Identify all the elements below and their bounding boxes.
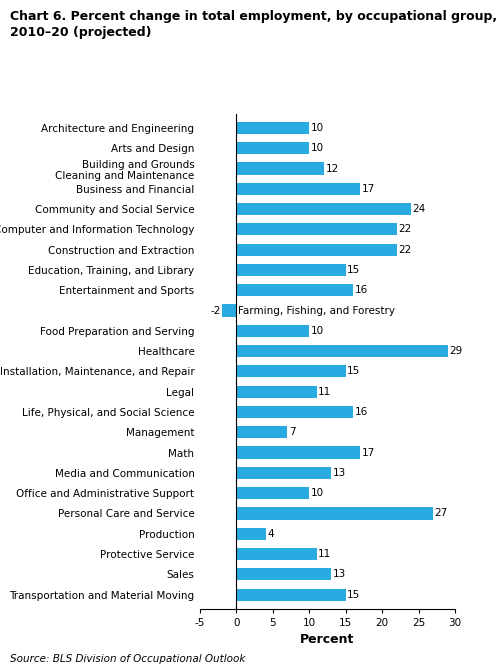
- Text: -2: -2: [210, 306, 220, 316]
- Text: 22: 22: [398, 224, 411, 234]
- Text: Chart 6. Percent change in total employment, by occupational group,
2010–20 (pro: Chart 6. Percent change in total employm…: [10, 10, 497, 39]
- Text: 11: 11: [318, 549, 332, 559]
- Text: 13: 13: [332, 569, 346, 579]
- Text: 16: 16: [354, 407, 368, 417]
- Text: 10: 10: [310, 488, 324, 498]
- Bar: [236, 163, 324, 175]
- Text: 11: 11: [318, 387, 332, 397]
- X-axis label: Percent: Percent: [300, 634, 354, 646]
- Text: 10: 10: [310, 123, 324, 133]
- Text: 12: 12: [326, 163, 338, 173]
- Bar: [236, 446, 360, 459]
- Text: 10: 10: [310, 326, 324, 336]
- Bar: [236, 507, 433, 520]
- Bar: [236, 223, 396, 235]
- Text: 4: 4: [267, 529, 274, 539]
- Bar: [236, 406, 353, 418]
- Bar: [236, 264, 346, 276]
- Text: 27: 27: [434, 508, 448, 518]
- Bar: [236, 385, 316, 398]
- Text: 17: 17: [362, 448, 375, 458]
- Bar: [236, 122, 310, 134]
- Text: 24: 24: [412, 204, 426, 214]
- Text: 16: 16: [354, 285, 368, 295]
- Bar: [236, 528, 266, 540]
- Bar: [236, 142, 310, 155]
- Bar: [236, 284, 353, 296]
- Text: 15: 15: [347, 265, 360, 275]
- Bar: [236, 487, 310, 499]
- Bar: [236, 548, 316, 560]
- Bar: [236, 345, 448, 357]
- Text: 10: 10: [310, 143, 324, 153]
- Text: Farming, Fishing, and Forestry: Farming, Fishing, and Forestry: [238, 306, 395, 316]
- Bar: [236, 426, 288, 438]
- Text: 22: 22: [398, 245, 411, 255]
- Text: 13: 13: [332, 468, 346, 478]
- Bar: [236, 365, 346, 377]
- Bar: [236, 467, 331, 479]
- Text: 17: 17: [362, 184, 375, 194]
- Bar: [236, 324, 310, 337]
- Bar: [236, 183, 360, 195]
- Bar: [236, 568, 331, 581]
- Text: 15: 15: [347, 589, 360, 599]
- Bar: [236, 203, 412, 215]
- Text: Source: BLS Division of Occupational Outlook: Source: BLS Division of Occupational Out…: [10, 654, 246, 664]
- Bar: [222, 304, 236, 316]
- Bar: [236, 244, 396, 256]
- Text: 29: 29: [449, 346, 462, 356]
- Text: 7: 7: [289, 427, 296, 438]
- Bar: [236, 589, 346, 601]
- Text: 15: 15: [347, 367, 360, 377]
